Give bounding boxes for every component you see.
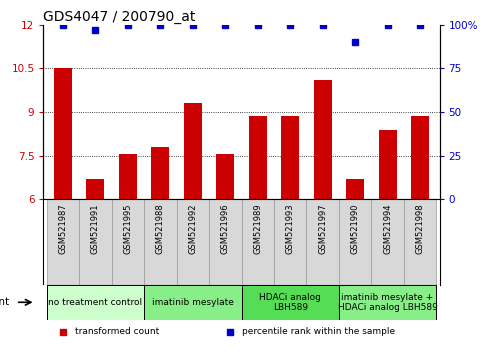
Bar	[346, 179, 364, 199]
Bar	[112, 199, 144, 285]
Bar	[339, 285, 436, 320]
Bar	[314, 80, 332, 199]
Bar	[119, 154, 137, 199]
Bar	[411, 116, 429, 199]
Bar	[339, 199, 371, 285]
Bar	[177, 199, 209, 285]
Bar	[274, 199, 306, 285]
Text: GSM521997: GSM521997	[318, 204, 327, 254]
Text: transformed count: transformed count	[75, 327, 159, 337]
Text: GSM521987: GSM521987	[58, 204, 68, 255]
Bar	[144, 199, 177, 285]
Bar	[47, 285, 144, 320]
Bar	[184, 103, 202, 199]
Text: GSM521992: GSM521992	[188, 204, 197, 254]
Bar	[54, 68, 72, 199]
Text: GSM521993: GSM521993	[286, 204, 295, 254]
Text: GSM521989: GSM521989	[253, 204, 262, 254]
Text: GSM521990: GSM521990	[351, 204, 360, 254]
Bar	[249, 116, 267, 199]
Text: GSM521995: GSM521995	[123, 204, 132, 254]
Text: GSM521998: GSM521998	[415, 204, 425, 254]
Bar	[209, 199, 242, 285]
Text: GSM521994: GSM521994	[383, 204, 392, 254]
Bar	[242, 285, 339, 320]
Text: GSM521988: GSM521988	[156, 204, 165, 255]
Bar	[242, 199, 274, 285]
Bar	[379, 130, 397, 199]
Bar	[151, 147, 169, 199]
Text: GSM521996: GSM521996	[221, 204, 230, 254]
Text: agent: agent	[0, 297, 10, 307]
Text: GSM521991: GSM521991	[91, 204, 100, 254]
Bar	[79, 199, 112, 285]
Text: no treatment control: no treatment control	[48, 298, 142, 307]
Text: percentile rank within the sample: percentile rank within the sample	[242, 327, 395, 337]
Text: imatinib mesylate +
HDACi analog LBH589: imatinib mesylate + HDACi analog LBH589	[338, 293, 438, 312]
Bar	[306, 199, 339, 285]
Bar	[216, 154, 234, 199]
Bar	[144, 285, 242, 320]
Text: GDS4047 / 200790_at: GDS4047 / 200790_at	[43, 10, 196, 24]
Bar	[371, 199, 404, 285]
Bar	[86, 179, 104, 199]
Bar	[404, 199, 436, 285]
Text: imatinib mesylate: imatinib mesylate	[152, 298, 234, 307]
Text: HDACi analog
LBH589: HDACi analog LBH589	[259, 293, 321, 312]
Bar	[47, 199, 79, 285]
Bar	[281, 116, 299, 199]
